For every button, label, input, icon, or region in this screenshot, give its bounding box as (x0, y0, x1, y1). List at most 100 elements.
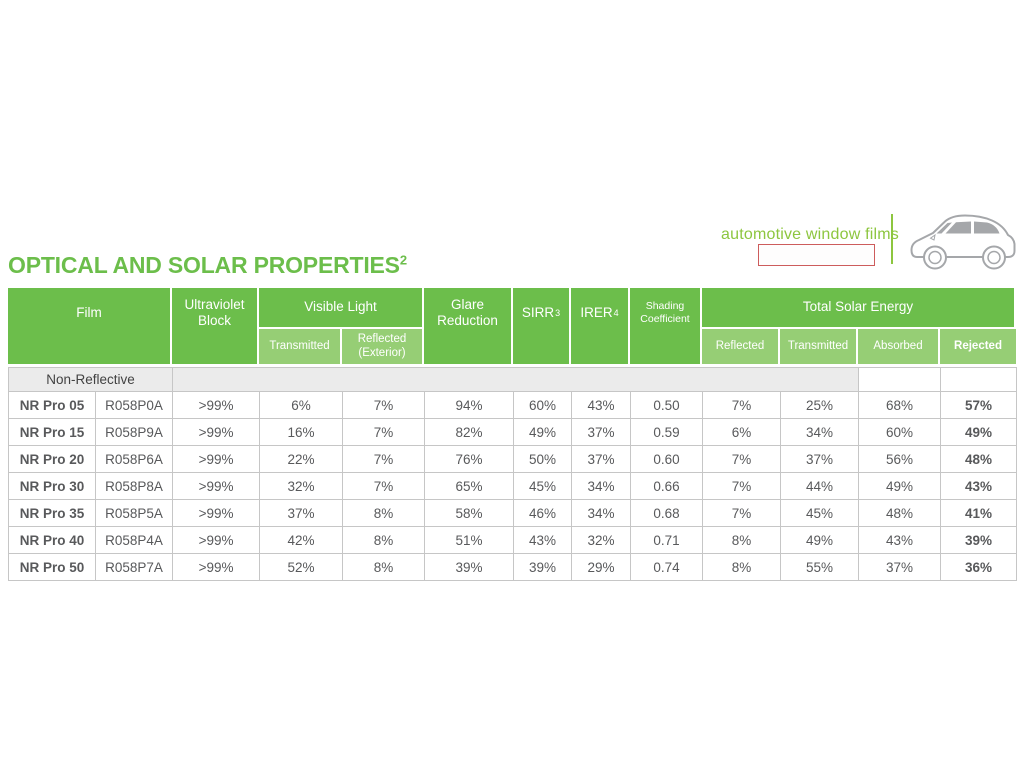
vlr-cell: 7% (342, 472, 426, 500)
sc-cell: 0.66 (630, 472, 704, 500)
film-table-body: Non-Reflective NR Pro 05 R058P0A >99% 6% 7% 9… (7, 367, 1018, 581)
header-film: Film (8, 288, 172, 364)
tse-rej-cell: 49% (940, 418, 1018, 446)
car-side-icon (908, 211, 1020, 275)
uv-cell: >99% (172, 418, 261, 446)
section-blank-cell (940, 367, 1018, 392)
irer-cell: 37% (571, 445, 632, 473)
header-sirr: SIRR 3 (513, 288, 571, 364)
sirr-cell: 45% (513, 472, 573, 500)
vlt-cell: 16% (259, 418, 344, 446)
film-name-cell: NR Pro 40 (8, 526, 96, 554)
tse-t-cell: 55% (780, 553, 860, 581)
tse-a-cell: 56% (858, 445, 942, 473)
tse-a-cell: 43% (858, 526, 942, 554)
sc-cell: 0.71 (630, 526, 704, 554)
sirr-cell: 39% (513, 553, 573, 581)
tse-t-cell: 44% (780, 472, 860, 500)
vlr-cell: 7% (342, 445, 426, 473)
header-sirr-superscript: 3 (555, 307, 561, 318)
irer-cell: 34% (571, 499, 632, 527)
tse-r-cell: 6% (702, 418, 782, 446)
header-irer-superscript: 4 (613, 307, 619, 318)
table-row: NR Pro 40 R058P4A >99% 42% 8% 51% 43% 32% 0.71 8%… (8, 526, 1018, 554)
tse-rej-cell: 57% (940, 391, 1018, 419)
optical-solar-table: Film Ultraviolet Block Visible Light Gla… (7, 288, 1018, 581)
section-row-non-reflective: Non-Reflective (7, 367, 1018, 392)
tse-t-cell: 49% (780, 526, 860, 554)
vlt-cell: 22% (259, 445, 344, 473)
film-name-cell: NR Pro 05 (8, 391, 96, 419)
film-name-cell: NR Pro 15 (8, 418, 96, 446)
tse-a-cell: 60% (858, 418, 942, 446)
sirr-cell: 60% (513, 391, 573, 419)
sirr-cell: 49% (513, 418, 573, 446)
sirr-cell: 46% (513, 499, 573, 527)
film-name-cell: NR Pro 30 (8, 472, 96, 500)
vlr-cell: 8% (342, 499, 426, 527)
header-shading-coefficient: Shading Coefficient (630, 288, 702, 364)
irer-cell: 32% (571, 526, 632, 554)
subheader-vl-reflected-exterior: Reflected (Exterior) (342, 329, 424, 364)
sc-cell: 0.59 (630, 418, 704, 446)
glare-cell: 94% (424, 391, 515, 419)
header-glare-reduction: Glare Reduction (424, 288, 513, 364)
header-visible-light: Visible Light (259, 288, 424, 329)
table-row: NR Pro 15 R058P9A >99% 16% 7% 82% 49% 37% 0.59 6%… (8, 418, 1018, 446)
section-blank-cell (858, 367, 942, 392)
uv-cell: >99% (172, 526, 261, 554)
vlr-cell: 8% (342, 553, 426, 581)
code-cell: R058P6A (94, 445, 174, 473)
vlt-cell: 52% (259, 553, 344, 581)
tse-rej-cell: 41% (940, 499, 1018, 527)
table-row: NR Pro 35 R058P5A >99% 37% 8% 58% 46% 34% 0.68 7%… (8, 499, 1018, 527)
film-name-cell: NR Pro 50 (8, 553, 96, 581)
header-irer: IRER 4 (571, 288, 630, 364)
irer-cell: 43% (571, 391, 632, 419)
irer-cell: 37% (571, 418, 632, 446)
tse-r-cell: 7% (702, 391, 782, 419)
sirr-cell: 50% (513, 445, 573, 473)
subheader-tse-transmitted: Transmitted (780, 329, 858, 364)
code-cell: R058P9A (94, 418, 174, 446)
sc-cell: 0.50 (630, 391, 704, 419)
vlt-cell: 32% (259, 472, 344, 500)
irer-cell: 34% (571, 472, 632, 500)
sc-cell: 0.68 (630, 499, 704, 527)
subheader-vl-transmitted: Transmitted (259, 329, 342, 364)
uv-cell: >99% (172, 445, 261, 473)
table-header: Film Ultraviolet Block Visible Light Gla… (8, 288, 1016, 364)
tse-t-cell: 37% (780, 445, 860, 473)
page-title-text: OPTICAL AND SOLAR PROPERTIES (8, 252, 400, 278)
tse-t-cell: 34% (780, 418, 860, 446)
code-cell: R058P7A (94, 553, 174, 581)
table-row: NR Pro 30 R058P8A >99% 32% 7% 65% 45% 34% 0.66 7%… (8, 472, 1018, 500)
tse-r-cell: 7% (702, 499, 782, 527)
section-label-cell: Non-Reflective (7, 367, 174, 392)
vlr-cell: 8% (342, 526, 426, 554)
header-total-solar-energy: Total Solar Energy (702, 288, 1016, 329)
film-data-table: Non-Reflective NR Pro 05 R058P0A >99% 6% 7% 9… (7, 367, 1018, 581)
tse-rej-cell: 48% (940, 445, 1018, 473)
sirr-cell: 43% (513, 526, 573, 554)
uv-cell: >99% (172, 499, 261, 527)
vlt-cell: 37% (259, 499, 344, 527)
vlr-cell: 7% (342, 391, 426, 419)
subheader-tse-absorbed: Absorbed (858, 329, 940, 364)
tse-a-cell: 48% (858, 499, 942, 527)
page-title-superscript: 2 (399, 252, 407, 268)
tse-t-cell: 45% (780, 499, 860, 527)
code-cell: R058P0A (94, 391, 174, 419)
brand-divider (891, 214, 893, 264)
redacted-logo-box (758, 244, 875, 266)
brand-tagline: automotive window films (721, 226, 899, 243)
code-cell: R058P5A (94, 499, 174, 527)
tse-t-cell: 25% (780, 391, 860, 419)
sc-cell: 0.74 (630, 553, 704, 581)
table-row: NR Pro 20 R058P6A >99% 22% 7% 76% 50% 37% 0.60 7%… (8, 445, 1018, 473)
code-cell: R058P4A (94, 526, 174, 554)
tse-r-cell: 8% (702, 553, 782, 581)
vlt-cell: 6% (259, 391, 344, 419)
subheader-tse-rejected: Rejected (940, 329, 1016, 364)
